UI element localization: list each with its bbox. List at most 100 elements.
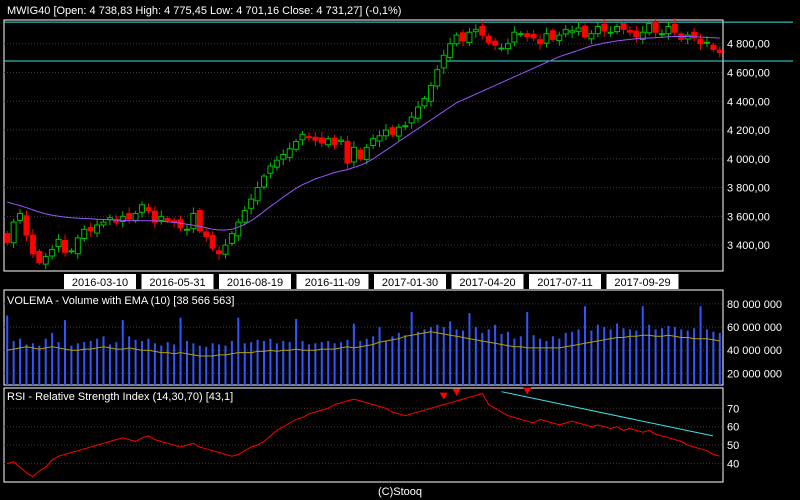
price-tick-label: 4 600,00	[727, 68, 770, 80]
candle-body	[492, 40, 499, 46]
candle-body	[485, 35, 492, 43]
candle-body	[350, 146, 357, 163]
candle-body	[119, 215, 126, 223]
date-tick-box	[141, 274, 214, 289]
rsi-line	[7, 392, 720, 478]
volume-tick-label: 60 000 000	[727, 322, 782, 334]
candle-body	[581, 25, 588, 38]
candle-body	[408, 116, 415, 124]
candle-body	[671, 23, 678, 33]
candle-body	[703, 41, 710, 44]
candle-body	[395, 126, 402, 137]
price-tick-label: 4 200,00	[727, 125, 770, 137]
volume-tick-label: 40 000 000	[727, 345, 782, 357]
candle-body	[588, 33, 595, 40]
candle-body	[415, 106, 422, 119]
candle-body	[126, 212, 133, 220]
candle-body	[569, 30, 576, 33]
date-tick-box	[606, 274, 679, 289]
candle-body	[575, 27, 582, 32]
price-tick-label: 4 000,00	[727, 154, 770, 166]
volume-frame	[3, 289, 724, 386]
price-tick-label: 4 800,00	[727, 39, 770, 51]
candle-body	[325, 138, 332, 146]
candle-body	[113, 219, 120, 223]
candle-body	[447, 43, 454, 59]
candle-body	[42, 256, 49, 265]
volume-ema-line	[7, 331, 720, 357]
candle-body	[267, 165, 274, 174]
candle-body	[511, 31, 518, 43]
rsi-tick-label: 70	[727, 403, 739, 415]
candle-body	[254, 187, 261, 202]
date-tick-label: 2016-11-09	[305, 277, 360, 289]
candle-body	[626, 30, 633, 33]
candle-body	[280, 153, 287, 160]
candle-body	[716, 49, 723, 53]
candle-body	[376, 135, 383, 142]
candle-body	[562, 28, 569, 35]
rsi-panel-header: RSI - Relative Strength Index (14,30,70)…	[7, 391, 234, 403]
price-ema-line	[7, 36, 720, 231]
volume-tick-label: 80 000 000	[727, 299, 782, 311]
candle-body	[151, 210, 158, 223]
volume-panel: 20 000 000 40 000 000 60 000 000 80 000 000	[3, 289, 782, 386]
candle-body	[472, 28, 479, 33]
candle-body	[498, 47, 505, 50]
date-tick-box	[451, 274, 524, 289]
candle-body	[94, 224, 101, 234]
candle-body	[504, 43, 511, 50]
candle-body	[17, 212, 24, 221]
candle-body	[453, 34, 460, 45]
volume-tick-label: 20 000 000	[727, 368, 782, 380]
candle-body	[556, 34, 563, 42]
date-tick-box	[219, 274, 291, 289]
date-tick-label: 2016-03-10	[72, 277, 128, 289]
date-tick-box	[296, 274, 369, 289]
candle-body	[132, 212, 139, 221]
candle-body	[344, 140, 351, 164]
candle-body	[203, 231, 210, 237]
candle-body	[164, 218, 171, 222]
candle-body	[427, 84, 434, 102]
candle-body	[607, 31, 614, 34]
date-tick-box	[64, 274, 136, 289]
candle-body	[646, 23, 653, 34]
candle-body	[61, 240, 68, 253]
candle-body	[389, 127, 396, 135]
candle-body	[434, 69, 441, 87]
candle-body	[440, 54, 447, 69]
candle-body	[363, 146, 370, 160]
candle-body	[222, 244, 229, 255]
candle-body	[633, 30, 640, 38]
candle-body	[209, 234, 216, 249]
candle-body	[382, 129, 389, 137]
candle-body	[293, 141, 300, 150]
candle-body	[357, 149, 364, 160]
candle-body	[530, 33, 537, 39]
candle-body	[659, 33, 666, 36]
candle-body	[537, 39, 544, 45]
candle-body	[158, 215, 165, 221]
rsi-panel: 40 50 60 70	[3, 387, 739, 483]
price-panel: 3 400,00 3 600,00 3 800,00 4 000,00 4 200,00…	[3, 18, 793, 272]
candle-body	[139, 204, 146, 213]
candle-body	[248, 198, 255, 209]
candle-body	[460, 32, 467, 42]
date-axis: 2016-03-10 2016-05-31 2016-08-19 2016-11-09…	[64, 274, 679, 289]
candle-body	[517, 33, 524, 36]
date-tick-label: 2017-07-11	[537, 277, 592, 289]
candle-body	[55, 238, 62, 248]
candle-body	[29, 234, 36, 255]
candle-body	[216, 250, 223, 255]
candle-body	[196, 210, 203, 232]
date-tick-label: 2017-04-20	[459, 277, 515, 289]
candle-body	[286, 148, 293, 158]
candle-body	[665, 25, 672, 35]
candle-body	[549, 30, 556, 40]
candle-body	[68, 250, 75, 253]
candle-body	[183, 228, 190, 231]
date-tick-box	[374, 274, 446, 289]
candle-body	[235, 221, 242, 237]
candle-body	[4, 233, 11, 243]
